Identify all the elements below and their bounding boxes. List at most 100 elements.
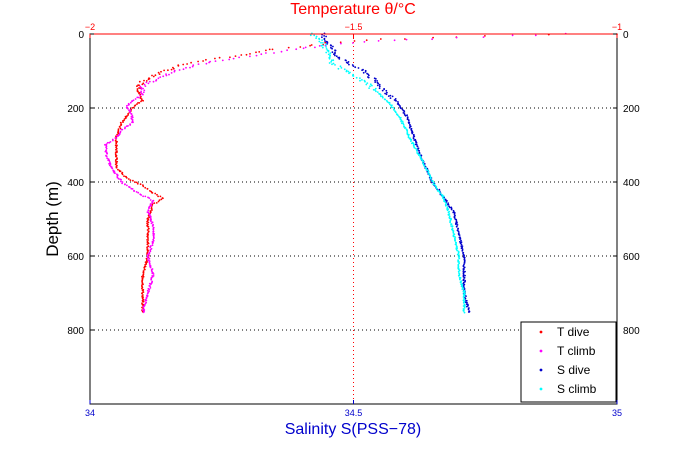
data-point xyxy=(258,51,261,53)
data-point xyxy=(464,304,466,307)
data-point xyxy=(136,85,138,88)
data-point xyxy=(461,248,464,251)
data-point xyxy=(405,38,408,41)
data-point xyxy=(146,187,149,190)
data-point xyxy=(141,309,144,311)
data-point xyxy=(376,80,378,82)
data-point xyxy=(130,115,133,118)
data-point xyxy=(126,104,128,107)
data-point xyxy=(457,270,460,273)
data-point xyxy=(170,68,173,71)
data-point xyxy=(138,92,140,95)
data-point xyxy=(410,142,413,145)
legend: T dive T climb S dive S climb xyxy=(520,321,617,403)
data-point xyxy=(462,299,465,302)
data-point xyxy=(147,221,150,224)
data-point xyxy=(157,195,160,198)
data-point xyxy=(133,105,136,107)
data-point xyxy=(148,288,151,291)
data-point xyxy=(106,141,109,144)
data-point xyxy=(143,268,146,271)
data-point xyxy=(415,147,417,150)
data-point xyxy=(309,34,312,37)
data-point xyxy=(452,211,455,214)
data-point xyxy=(378,85,381,88)
y-tick-label-right: 200 xyxy=(623,104,640,115)
data-point xyxy=(443,198,445,201)
series-t-dive xyxy=(114,33,618,313)
data-point xyxy=(124,117,127,120)
data-point xyxy=(152,230,155,233)
data-point xyxy=(255,54,258,57)
data-point xyxy=(345,70,348,73)
data-point xyxy=(347,70,350,73)
data-point xyxy=(108,141,111,144)
x-top-tick-label: −1.5 xyxy=(345,22,363,32)
data-point xyxy=(337,56,340,59)
series-s-dive xyxy=(321,32,471,313)
data-point xyxy=(345,59,347,62)
data-point xyxy=(108,162,110,165)
data-point xyxy=(146,257,149,259)
data-point xyxy=(214,57,216,60)
data-point xyxy=(318,40,321,43)
data-point xyxy=(123,175,125,178)
data-point xyxy=(325,48,328,50)
data-point xyxy=(432,36,434,39)
data-point xyxy=(393,109,395,111)
data-point xyxy=(304,46,307,49)
data-point xyxy=(328,62,331,64)
data-point xyxy=(331,51,334,54)
data-point xyxy=(117,135,119,138)
data-point xyxy=(365,39,368,42)
data-point xyxy=(379,93,382,96)
data-point xyxy=(177,65,180,67)
data-point xyxy=(191,65,194,68)
data-point xyxy=(146,261,149,263)
data-point xyxy=(455,241,457,244)
data-point xyxy=(368,87,370,89)
data-point xyxy=(367,76,370,79)
data-point xyxy=(389,97,392,99)
data-point xyxy=(408,126,411,129)
data-point xyxy=(462,279,465,282)
data-point xyxy=(234,55,237,57)
data-point xyxy=(182,63,185,66)
data-point xyxy=(121,181,124,183)
data-point xyxy=(366,82,369,84)
data-point xyxy=(157,71,160,74)
data-point xyxy=(149,199,152,201)
data-point xyxy=(463,260,466,263)
data-point xyxy=(142,275,145,278)
data-point xyxy=(397,101,399,103)
data-point xyxy=(363,41,366,43)
data-point xyxy=(260,53,263,56)
data-point xyxy=(413,135,416,138)
data-point xyxy=(435,186,437,189)
data-point xyxy=(384,98,387,101)
data-point xyxy=(141,284,143,287)
data-point xyxy=(463,276,466,279)
data-point xyxy=(131,116,134,119)
data-point xyxy=(371,84,373,87)
data-point xyxy=(315,35,318,38)
data-point xyxy=(460,243,463,246)
data-point xyxy=(397,114,399,117)
data-point xyxy=(425,167,427,170)
data-point xyxy=(140,100,142,103)
data-point xyxy=(389,103,391,106)
data-point xyxy=(452,232,455,234)
data-point xyxy=(120,178,122,181)
data-point xyxy=(455,223,457,226)
data-point xyxy=(142,99,145,102)
data-point xyxy=(160,198,163,201)
data-point xyxy=(128,186,131,189)
data-point xyxy=(364,71,367,73)
data-point xyxy=(331,63,333,66)
data-point xyxy=(364,80,366,83)
data-point xyxy=(453,217,456,219)
data-point xyxy=(455,36,458,39)
data-point xyxy=(328,57,331,60)
data-point xyxy=(456,249,458,252)
data-point xyxy=(136,96,139,99)
